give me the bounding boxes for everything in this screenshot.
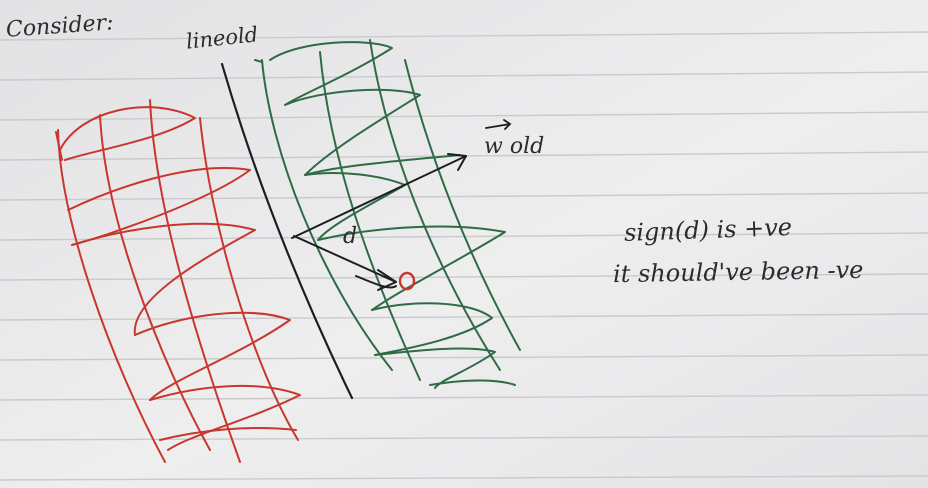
red-scribble-region [55, 99, 301, 463]
vector-overarrow-icon [485, 119, 512, 130]
w-old-label: w old [484, 134, 545, 159]
ruled-lines [0, 31, 928, 481]
distance-label: d [343, 224, 358, 249]
w-old-vector-arrow [291, 153, 467, 239]
distance-arrow [293, 235, 397, 291]
decision-line-old [220, 62, 354, 400]
observation-line-1: sign(d) is +ve [623, 213, 793, 247]
misclassified-point [398, 271, 416, 291]
observation-line-2: it should've been -ve [612, 255, 864, 289]
